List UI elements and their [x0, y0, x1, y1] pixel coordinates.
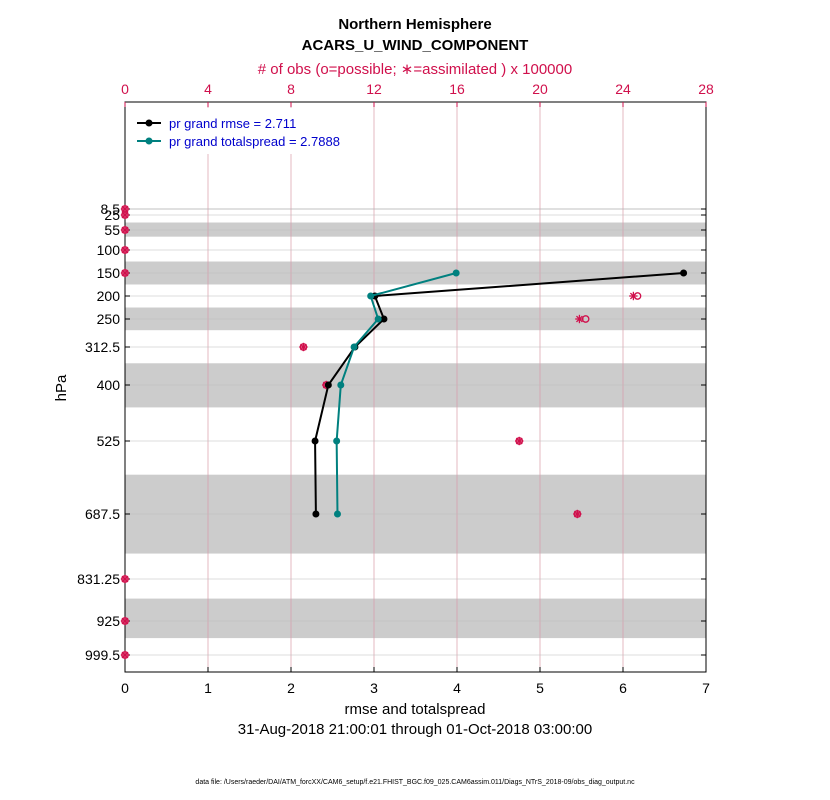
top-tick-label-4: 4 — [204, 81, 212, 97]
series-point-totalspread-525 — [333, 437, 341, 445]
x-tick-label-0: 0 — [121, 680, 129, 696]
series-point-rmse-525 — [311, 437, 319, 445]
x-tick-label-6: 6 — [619, 680, 627, 696]
obs-assimilated-marker-150-stroke-3 — [121, 269, 129, 277]
series-point-rmse-150 — [680, 269, 688, 277]
y-axis-label: hPa — [53, 374, 70, 401]
obs-markers — [120, 204, 642, 660]
legend-marker-totalspread — [145, 137, 153, 145]
top-tick-label-12: 12 — [366, 81, 382, 97]
legend-label-totalspread: pr grand totalspread = 2.7888 — [169, 134, 340, 149]
obs-assimilated-marker-55-stroke-3 — [121, 226, 129, 234]
obs-assimilated-marker-999.5-stroke-3 — [121, 651, 129, 659]
legend: pr grand rmse = 2.711 pr grand totalspre… — [130, 108, 370, 154]
y-tick-label-831.25: 831.25 — [77, 571, 120, 587]
obs-assimilated-marker-925 — [120, 616, 130, 626]
chart-title: Northern Hemisphere — [338, 16, 491, 33]
x-tick-label-5: 5 — [536, 680, 544, 696]
y-tick-label-999.5: 999.5 — [85, 647, 120, 663]
obs-assimilated-marker-200 — [629, 291, 638, 301]
obs-assimilated-marker-525 — [515, 436, 524, 446]
chart-subtitle: ACARS_U_WIND_COMPONENT — [302, 37, 529, 54]
y-tick-label-250: 250 — [97, 311, 121, 327]
x-tick-label-3: 3 — [370, 680, 378, 696]
y-tick-label-687.5: 687.5 — [85, 506, 120, 522]
obs-assimilated-marker-687.5-stroke-3 — [573, 510, 581, 518]
shaded-band-6 — [125, 598, 706, 639]
series-point-totalspread-250 — [374, 315, 382, 323]
series-lines — [311, 269, 688, 518]
series-point-totalspread-312.5 — [350, 343, 358, 351]
date-range: 31-Aug-2018 21:00:01 through 01-Oct-2018… — [238, 721, 592, 738]
top-tick-label-8: 8 — [287, 81, 295, 97]
series-point-totalspread-200 — [367, 292, 375, 300]
series-point-rmse-400 — [324, 381, 332, 389]
gridlines — [125, 102, 706, 672]
footer-data-file: data file: /Users/raeder/DAI/ATM_forcXX/… — [195, 779, 635, 786]
obs-assimilated-marker-925-stroke-3 — [121, 617, 129, 625]
legend-box — [130, 108, 370, 154]
legend-marker-rmse — [145, 119, 153, 127]
y-tick-label-55: 55 — [104, 222, 120, 238]
obs-assimilated-marker-831.25-stroke-3 — [121, 575, 129, 583]
top-tick-label-24: 24 — [615, 81, 631, 97]
obs-assimilated-marker-312.5-stroke-3 — [300, 343, 307, 351]
y-tick-label-400: 400 — [97, 377, 121, 393]
series-point-totalspread-150 — [452, 269, 460, 277]
obs-assimilated-marker-312.5 — [299, 342, 308, 352]
obs-assimilated-marker-831.25 — [120, 574, 130, 584]
x-tick-label-1: 1 — [204, 680, 212, 696]
obs-assimilated-marker-150 — [120, 268, 130, 278]
x-tick-label-2: 2 — [287, 680, 295, 696]
obs-assimilated-marker-55 — [120, 225, 130, 235]
y-tick-label-312.5: 312.5 — [85, 339, 120, 355]
top-tick-label-20: 20 — [532, 81, 548, 97]
y-tick-label-25: 25 — [104, 207, 120, 223]
obs-assimilated-marker-100-stroke-3 — [121, 246, 129, 254]
x-tick-label-7: 7 — [702, 680, 710, 696]
x-tick-label-4: 4 — [453, 680, 461, 696]
y-tick-label-100: 100 — [97, 242, 121, 258]
obs-assimilated-marker-250 — [575, 314, 584, 324]
obs-assimilated-marker-250-stroke-3 — [575, 315, 583, 323]
series-point-totalspread-400 — [337, 381, 345, 389]
series-point-totalspread-687.5 — [333, 510, 341, 518]
top-tick-label-16: 16 — [449, 81, 465, 97]
plot-frame — [124, 101, 707, 673]
obs-assimilated-marker-100 — [120, 245, 130, 255]
y-tick-label-525: 525 — [97, 433, 121, 449]
legend-label-rmse: pr grand rmse = 2.711 — [169, 116, 296, 131]
axis-ticks: 0 1 2 3 4 5 6 70 4 8 12 16 20 24 288.52555100150200250… — [77, 81, 714, 696]
top-axis-label: # of obs (o=possible; ∗=assimilated ) x … — [258, 61, 572, 78]
series-point-rmse-687.5 — [312, 510, 320, 518]
obs-assimilated-marker-25 — [120, 210, 130, 220]
shaded-band-1 — [125, 222, 706, 237]
x-axis-label: rmse and totalspread — [345, 701, 486, 718]
series-point-rmse-250 — [380, 315, 388, 323]
y-tick-label-200: 200 — [97, 288, 121, 304]
y-tick-label-150: 150 — [97, 265, 121, 281]
obs-assimilated-marker-999.5 — [120, 650, 130, 660]
obs-assimilated-marker-525-stroke-3 — [515, 437, 523, 445]
obs-assimilated-marker-200-stroke-3 — [629, 292, 637, 300]
shaded-band-4 — [125, 363, 706, 408]
top-tick-label-0: 0 — [121, 81, 129, 97]
obs-assimilated-marker-25-stroke-3 — [121, 211, 129, 219]
obs-assimilated-marker-687.5 — [573, 509, 582, 519]
obs-assimilated-marker-8.5-stroke-3 — [121, 205, 129, 213]
y-tick-label-925: 925 — [97, 613, 121, 629]
y-tick-label-8.5: 8.5 — [101, 201, 121, 217]
top-tick-label-28: 28 — [698, 81, 714, 97]
